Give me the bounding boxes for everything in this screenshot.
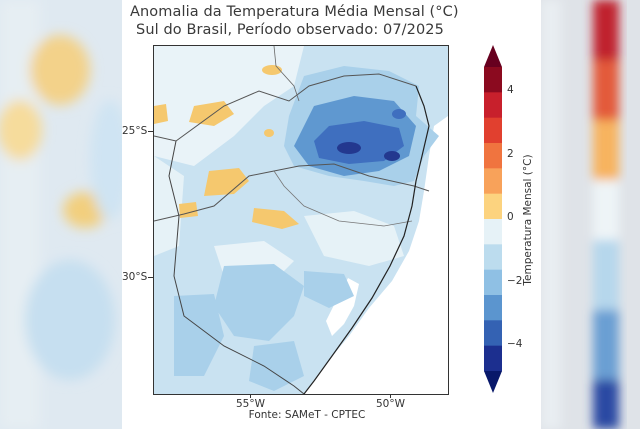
- colorbar-level-4: [484, 168, 502, 195]
- blurred-background-right: [541, 0, 640, 429]
- blurred-background-left: [0, 0, 122, 429]
- xtick-mark-55w: [250, 394, 251, 398]
- colorbar: [484, 45, 502, 393]
- cold-south-2: [174, 294, 224, 376]
- warm-area-6: [264, 129, 274, 137]
- colorbar-tick-0: 0: [507, 211, 514, 223]
- border-pr-north: [154, 73, 417, 142]
- colorbar-extend-max: [484, 45, 502, 67]
- warm-area-1: [204, 168, 249, 196]
- colorbar-label: Temperatura Mensal (°C): [522, 154, 534, 286]
- map-figure: Anomalia da Temperatura Média Mensal (°C…: [122, 0, 541, 429]
- xtick-mark-50w: [390, 394, 391, 398]
- warm-area-2: [252, 208, 299, 229]
- map-subtitle: Sul do Brasil, Período observado: 07/202…: [136, 22, 444, 38]
- near-zero-central: [304, 211, 404, 266]
- cold-core-2: [384, 151, 400, 161]
- near-zero-west: [154, 156, 184, 256]
- xtick-55w: 55°W: [236, 398, 265, 410]
- temperature-anomaly-map: [153, 45, 449, 395]
- ytick-30s: 30°S: [122, 271, 148, 283]
- colorbar-level-9: [484, 295, 502, 321]
- cold-south-3: [249, 341, 304, 391]
- colorbar-level-1: [484, 92, 502, 119]
- ocean: [304, 116, 448, 394]
- colorbar-level-3: [484, 143, 502, 169]
- ytick-mark-30s: [148, 277, 153, 278]
- colorbar-tick-minus2: −2: [507, 275, 523, 287]
- colorbar-extend-min: [484, 371, 502, 393]
- border-sc-rs: [273, 170, 413, 227]
- border-ms-sp: [273, 46, 300, 102]
- data-source: Fonte: SAMeT - CPTEC: [248, 409, 366, 421]
- colorbar-level-7: [484, 244, 502, 271]
- colorbar-tick-minus4: −4: [507, 338, 523, 350]
- warm-area-3: [179, 202, 198, 218]
- colorbar-level-8: [484, 269, 502, 296]
- border-pr-sc: [154, 163, 430, 222]
- colorbar-level-11: [484, 345, 502, 372]
- xtick-50w: 50°W: [376, 398, 405, 410]
- near-zero-north: [154, 46, 304, 166]
- cold-core-1: [337, 142, 361, 154]
- colorbar-level-10: [484, 320, 502, 347]
- cold-core-3: [392, 109, 406, 119]
- cold-area-3: [314, 121, 404, 164]
- warm-area-4: [262, 65, 282, 75]
- colorbar-level-0: [484, 67, 502, 93]
- warm-area-7: [154, 104, 168, 124]
- cold-south-1: [214, 264, 304, 341]
- coastline: [303, 85, 430, 394]
- colorbar-tick-4: 4: [507, 84, 514, 96]
- ytick-25s: 25°S: [122, 125, 148, 137]
- ytick-mark-25s: [148, 131, 153, 132]
- colorbar-level-5: [484, 193, 502, 220]
- colorbar-level-2: [484, 117, 502, 144]
- border-west: [168, 140, 305, 394]
- colorbar-level-6: [484, 219, 502, 245]
- cold-south-4: [304, 271, 354, 308]
- colorbar-tick-2: 2: [507, 148, 514, 160]
- map-title: Anomalia da Temperatura Média Mensal (°C…: [130, 4, 459, 20]
